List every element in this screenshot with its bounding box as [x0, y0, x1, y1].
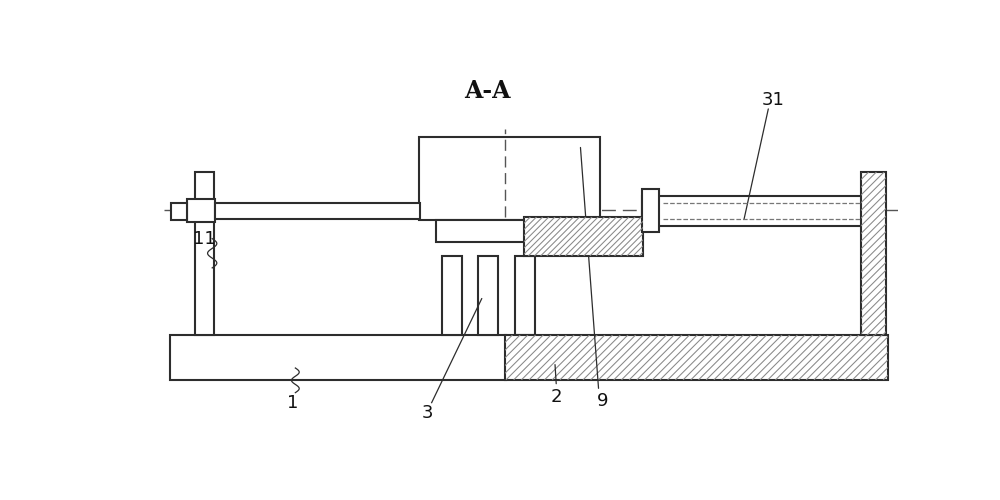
Bar [170, 335, 506, 380]
Bar [861, 172, 886, 335]
Bar [187, 198, 215, 222]
Text: 9: 9 [597, 392, 608, 410]
Text: 1: 1 [287, 394, 299, 411]
Bar [478, 256, 498, 335]
Text: 2: 2 [551, 388, 562, 406]
Bar [505, 335, 888, 380]
Bar [195, 172, 214, 335]
Text: 3: 3 [422, 404, 434, 421]
Bar [442, 256, 462, 335]
Bar [171, 203, 187, 220]
Bar [642, 190, 659, 232]
Bar [524, 217, 643, 256]
Bar [419, 137, 600, 220]
Bar [436, 220, 599, 242]
Text: 11: 11 [193, 230, 216, 248]
Bar [515, 256, 535, 335]
Bar [642, 196, 863, 226]
Text: 31: 31 [761, 91, 784, 109]
Bar [215, 203, 420, 218]
Text: A-A: A-A [465, 79, 511, 103]
